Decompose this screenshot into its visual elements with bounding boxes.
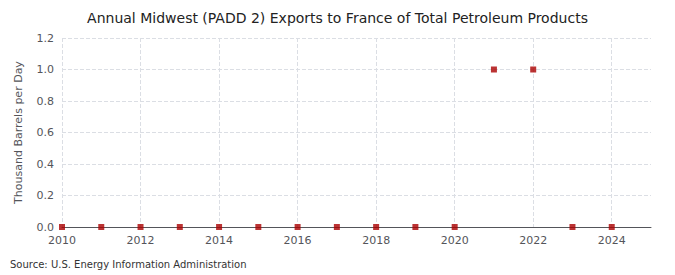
svg-text:0.8: 0.8 <box>37 95 55 108</box>
svg-text:0.2: 0.2 <box>37 189 55 202</box>
svg-text:2020: 2020 <box>441 234 469 247</box>
svg-text:0.0: 0.0 <box>37 221 55 234</box>
svg-text:2012: 2012 <box>127 234 155 247</box>
svg-text:1.2: 1.2 <box>37 32 55 45</box>
svg-text:2014: 2014 <box>205 234 233 247</box>
svg-text:1.0: 1.0 <box>37 63 55 76</box>
svg-text:2010: 2010 <box>48 234 76 247</box>
svg-text:Source: U.S. Energy Informatio: Source: U.S. Energy Information Administ… <box>10 259 247 270</box>
svg-text:0.4: 0.4 <box>37 158 55 171</box>
svg-text:Annual Midwest (PADD 2) Export: Annual Midwest (PADD 2) Exports to Franc… <box>87 10 588 26</box>
svg-text:Thousand Barrels per Day: Thousand Barrels per Day <box>12 61 25 205</box>
svg-text:2018: 2018 <box>362 234 390 247</box>
svg-text:0.6: 0.6 <box>37 126 55 139</box>
svg-text:2022: 2022 <box>519 234 547 247</box>
svg-text:2024: 2024 <box>598 234 626 247</box>
svg-text:2016: 2016 <box>284 234 312 247</box>
